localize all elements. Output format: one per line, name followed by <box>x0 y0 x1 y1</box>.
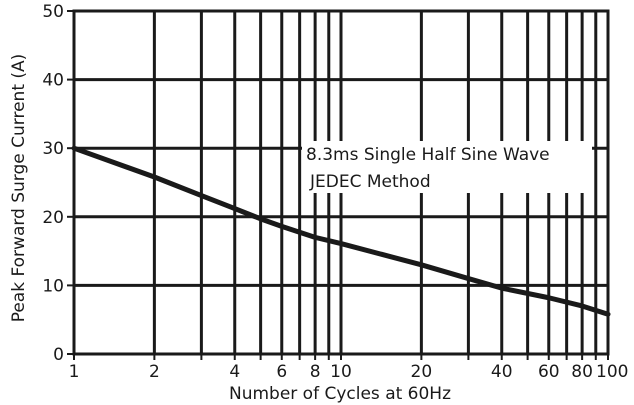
y-tick-label: 10 <box>42 276 64 296</box>
y-axis-title: Peak Forward Surge Current (A) <box>9 54 29 323</box>
annotation-line-1: 8.3ms Single Half Sine Wave <box>306 145 550 165</box>
x-tick-label: 4 <box>229 362 240 382</box>
y-tick-label: 50 <box>42 2 64 22</box>
x-tick-label: 10 <box>330 362 352 382</box>
x-tick-label: 80 <box>571 362 593 382</box>
x-tick-label: 1 <box>69 362 80 382</box>
y-tick-label: 30 <box>42 139 64 159</box>
tick-labels: 0 10 20 30 40 50 1 2 4 6 8 10 20 40 60 80 100 <box>42 2 628 382</box>
series <box>71 145 611 317</box>
y-tick-label: 20 <box>42 208 64 228</box>
x-tick-label: 100 <box>596 362 628 382</box>
x-tick-label: 8 <box>310 362 321 382</box>
annotation-box <box>302 141 592 193</box>
x-tick-label: 60 <box>538 362 560 382</box>
x-tick-label: 40 <box>491 362 513 382</box>
y-tick-label: 40 <box>42 71 64 91</box>
x-tick-label: 2 <box>149 362 160 382</box>
x-tick-label: 6 <box>276 362 287 382</box>
y-tick-label: 0 <box>53 345 64 365</box>
axes <box>67 9 610 360</box>
annotation-line-2: JEDEC Method <box>309 172 431 192</box>
x-axis-title: Number of Cycles at 60Hz <box>229 384 451 404</box>
x-tick-label: 20 <box>411 362 433 382</box>
surge-current-curve <box>71 145 611 317</box>
